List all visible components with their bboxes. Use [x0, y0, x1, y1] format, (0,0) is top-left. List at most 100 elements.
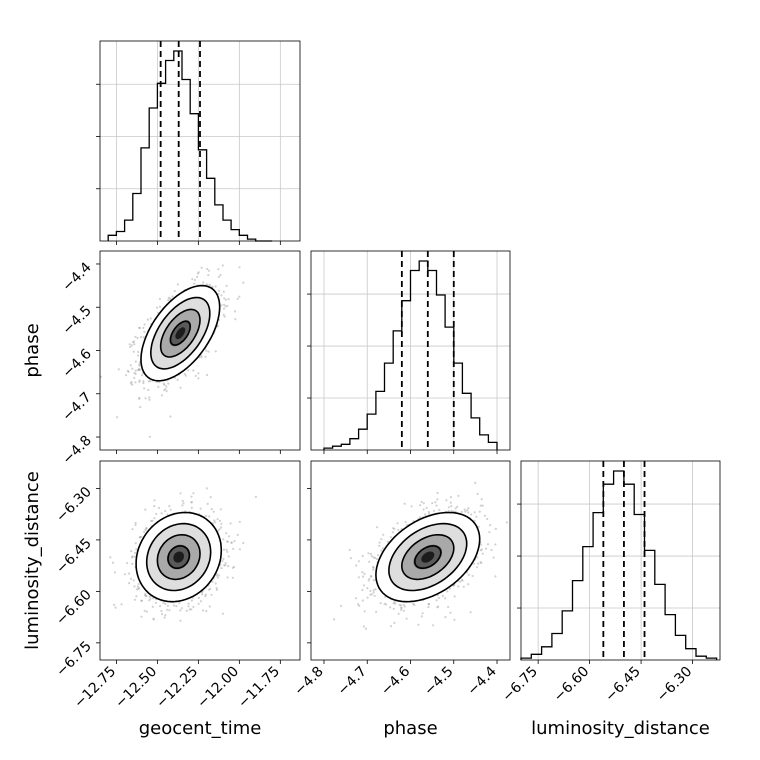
sample-point — [176, 378, 179, 381]
sample-point — [474, 481, 477, 484]
sample-point — [161, 613, 164, 616]
sample-point — [453, 595, 456, 598]
sample-point — [374, 556, 377, 560]
sample-point — [132, 341, 135, 344]
sample-point — [154, 601, 157, 604]
histogram-step — [107, 50, 273, 242]
sample-point — [380, 538, 383, 541]
sample-point — [147, 388, 150, 392]
sample-point — [400, 606, 403, 610]
sample-point — [130, 550, 133, 553]
y-axis-label-phase: phase — [22, 323, 43, 377]
sample-point — [372, 589, 375, 592]
sample-point — [380, 549, 383, 552]
contour-line — [149, 296, 211, 370]
sample-point — [231, 566, 234, 570]
sample-point — [444, 597, 447, 600]
sample-point — [143, 530, 146, 534]
sample-point — [175, 605, 178, 608]
sample-point — [437, 596, 440, 600]
sample-point — [130, 344, 133, 347]
sample-point — [182, 502, 185, 505]
sample-point — [492, 556, 495, 559]
sample-point — [168, 609, 171, 612]
sample-point — [148, 435, 151, 438]
sample-point — [215, 574, 218, 577]
sample-point — [138, 380, 141, 383]
sample-point — [476, 556, 479, 559]
sample-point — [214, 350, 217, 353]
sample-point — [212, 242, 214, 244]
sample-point — [192, 492, 195, 495]
sample-point — [148, 398, 151, 401]
sample-point — [436, 606, 439, 609]
sample-point — [202, 609, 205, 612]
sample-point — [139, 335, 143, 339]
contour-line — [400, 534, 455, 581]
sample-point — [187, 605, 190, 608]
sample-point — [164, 509, 167, 513]
sample-point — [236, 297, 239, 300]
sample-point — [134, 335, 137, 338]
sample-point — [202, 281, 205, 284]
sample-point — [405, 617, 408, 620]
sample-point — [128, 343, 131, 346]
sample-point — [146, 318, 149, 321]
sample-point — [160, 512, 163, 515]
contour-line — [388, 522, 468, 592]
sample-point — [144, 528, 147, 531]
sample-point — [399, 604, 403, 607]
sample-point — [376, 526, 379, 529]
sample-point — [216, 573, 219, 576]
sample-point — [207, 350, 210, 353]
sample-point — [392, 602, 395, 605]
sample-point — [192, 369, 195, 372]
sample-point — [473, 519, 476, 522]
sample-point — [221, 559, 224, 563]
sample-point — [480, 548, 483, 551]
sample-point — [217, 275, 220, 278]
histogram-luminosity_distance — [517, 460, 721, 661]
sample-point — [183, 372, 186, 376]
sample-point — [139, 535, 142, 539]
contour-line — [167, 545, 191, 569]
contour-line — [145, 522, 212, 592]
sample-point — [179, 492, 182, 495]
sample-point — [231, 576, 234, 579]
sample-point — [410, 505, 413, 508]
y-tick-label: −4.8 — [59, 433, 94, 468]
sample-point — [131, 367, 134, 370]
sample-point — [222, 557, 225, 561]
x-tick-label: −6.75 — [499, 664, 541, 706]
sample-point — [137, 350, 140, 354]
sample-point — [184, 374, 187, 377]
sample-point — [372, 556, 375, 559]
sample-point — [450, 505, 453, 508]
histogram-geocent_time — [96, 40, 301, 242]
sample-point — [218, 519, 222, 522]
sample-point — [450, 509, 453, 513]
sample-point — [398, 603, 401, 607]
sample-point — [221, 264, 224, 267]
sample-point — [199, 507, 202, 510]
sample-point — [134, 521, 137, 525]
sample-point — [505, 521, 508, 524]
sample-point — [207, 274, 210, 277]
sample-point — [453, 618, 456, 621]
sample-point — [366, 596, 369, 599]
sample-point — [139, 368, 142, 371]
panel-frame — [520, 460, 721, 661]
sample-point — [155, 306, 159, 309]
sample-point — [223, 315, 226, 318]
sample-point — [124, 374, 128, 377]
sample-point — [224, 305, 227, 308]
sample-point — [457, 585, 460, 588]
sample-point — [357, 603, 360, 606]
sample-point — [133, 343, 136, 346]
sample-point — [230, 541, 233, 544]
density-band — [421, 551, 435, 563]
sample-point — [421, 612, 424, 615]
sample-point — [494, 527, 497, 531]
sample-point — [209, 496, 212, 499]
sample-point — [192, 605, 195, 609]
